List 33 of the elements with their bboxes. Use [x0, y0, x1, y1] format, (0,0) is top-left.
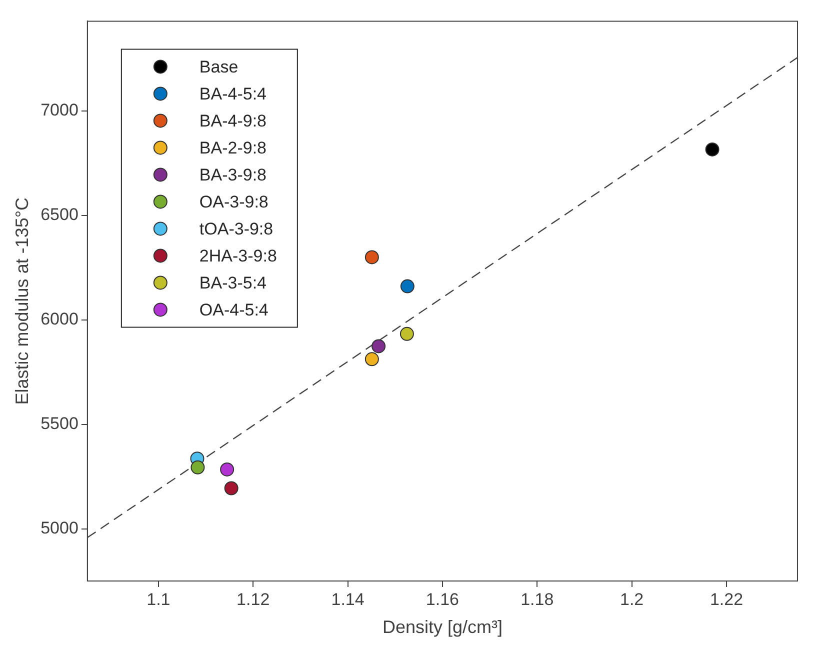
- x-tick-label: 1.22: [710, 590, 744, 609]
- x-tick-label: 1.14: [331, 590, 364, 609]
- y-tick-label: 5000: [40, 518, 78, 538]
- legend-label: BA-4-9:8: [199, 111, 267, 130]
- legend-label: BA-4-5:4: [199, 84, 267, 104]
- x-axis-title: Density [g/cm³]: [382, 617, 502, 638]
- legend-label: Base: [199, 57, 238, 76]
- point: [364, 352, 379, 366]
- y-tick-label: 6500: [40, 205, 78, 224]
- y-tick-label: 5500: [40, 414, 78, 434]
- y-tick-label: 7000: [40, 100, 78, 120]
- point: [400, 279, 414, 294]
- point: [190, 460, 205, 474]
- point: [364, 250, 379, 264]
- x-tick-label: 1.16: [426, 590, 460, 609]
- legend-label: tOA-3-9:8: [199, 219, 274, 238]
- x-tick-label: 1.12: [236, 590, 270, 609]
- legend-label: BA-3-5:4: [199, 273, 267, 292]
- x-tick-label: 1.18: [520, 590, 554, 609]
- point: [372, 339, 386, 354]
- y-axis-title: Elastic modulus at -135°C: [12, 197, 32, 405]
- x-tick-label: 1.1: [146, 590, 170, 609]
- legend-label: 2HA-3-9:8: [199, 246, 277, 266]
- legend-label: BA-3-9:8: [199, 165, 267, 184]
- point: [220, 462, 234, 476]
- legend-label: OA-3-9:8: [199, 192, 268, 212]
- legend-label: OA-4-5:4: [199, 300, 268, 320]
- point: [705, 142, 720, 156]
- legend-label: BA-2-9:8: [199, 138, 267, 158]
- point: [224, 481, 238, 496]
- x-tick-label: 1.2: [620, 590, 644, 609]
- y-tick-label: 6000: [40, 310, 78, 329]
- point: [400, 326, 414, 341]
